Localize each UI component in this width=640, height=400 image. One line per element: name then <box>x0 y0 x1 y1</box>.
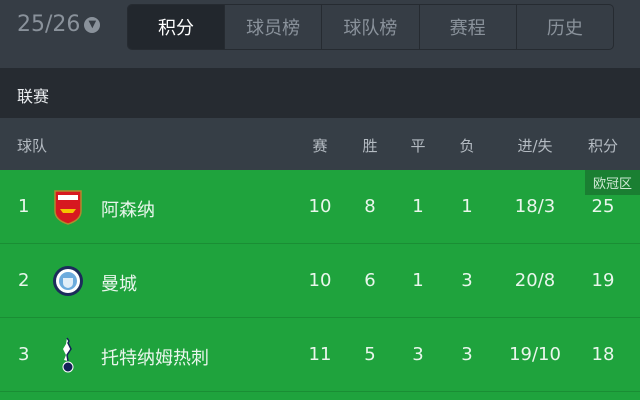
col-won: 胜 <box>362 137 378 155</box>
tab-history[interactable]: 历史 <box>515 5 613 49</box>
tab-player-ranking[interactable]: 球员榜 <box>224 5 321 49</box>
won: 8 <box>364 196 376 217</box>
table-row[interactable]: 2 曼城 10 6 1 3 20/8 19 <box>0 244 640 318</box>
points: 25 <box>591 196 615 217</box>
played: 10 <box>308 196 332 217</box>
rank: 1 <box>18 196 30 217</box>
season-selector[interactable]: 25/26 ▼ <box>17 12 101 37</box>
drawn: 1 <box>412 270 424 291</box>
goals: 19/10 <box>509 344 561 365</box>
col-drawn: 平 <box>410 137 426 155</box>
season-label: 25/26 <box>17 12 81 37</box>
tab-schedule[interactable]: 赛程 <box>418 5 516 49</box>
points: 19 <box>591 270 615 291</box>
lost: 3 <box>461 344 473 365</box>
chevron-down-icon: ▼ <box>84 16 101 33</box>
won: 6 <box>364 270 376 291</box>
rank: 2 <box>18 270 30 291</box>
man-city-badge-icon <box>53 266 83 296</box>
won: 5 <box>364 344 376 365</box>
col-played: 赛 <box>312 137 328 155</box>
table-row[interactable]: 欧冠区 1 阿森纳 10 8 1 1 18/3 25 <box>0 170 640 244</box>
team-name: 曼城 <box>101 274 137 295</box>
points: 18 <box>591 344 615 365</box>
zone-badge: 欧冠区 <box>584 170 640 195</box>
rank: 3 <box>18 344 30 365</box>
goals: 18/3 <box>514 196 556 217</box>
top-bar: 25/26 ▼ 积分 球员榜 球队榜 赛程 历史 <box>0 0 640 68</box>
tab-standings[interactable]: 积分 <box>128 5 224 49</box>
team-name: 阿森纳 <box>101 200 155 221</box>
lost: 1 <box>461 196 473 217</box>
tottenham-badge-icon <box>62 337 74 373</box>
col-lost: 负 <box>459 137 475 155</box>
table-header: 球队 赛 胜 平 负 进/失 积分 <box>0 118 640 170</box>
played: 10 <box>308 270 332 291</box>
col-goals: 进/失 <box>517 137 553 155</box>
col-team: 球队 <box>17 137 48 155</box>
goals: 20/8 <box>514 270 556 291</box>
league-section-title: 联赛 <box>0 68 640 118</box>
table-row[interactable]: 3 托特纳姆热刺 11 5 3 3 19/10 18 <box>0 318 640 392</box>
drawn: 3 <box>412 344 424 365</box>
arsenal-badge-icon <box>54 190 82 225</box>
tab-team-ranking[interactable]: 球队榜 <box>321 5 418 49</box>
team-name: 托特纳姆热刺 <box>101 348 209 369</box>
tab-bar: 积分 球员榜 球队榜 赛程 历史 <box>127 4 614 50</box>
played: 11 <box>308 344 332 365</box>
drawn: 1 <box>412 196 424 217</box>
col-points: 积分 <box>587 137 619 155</box>
lost: 3 <box>461 270 473 291</box>
